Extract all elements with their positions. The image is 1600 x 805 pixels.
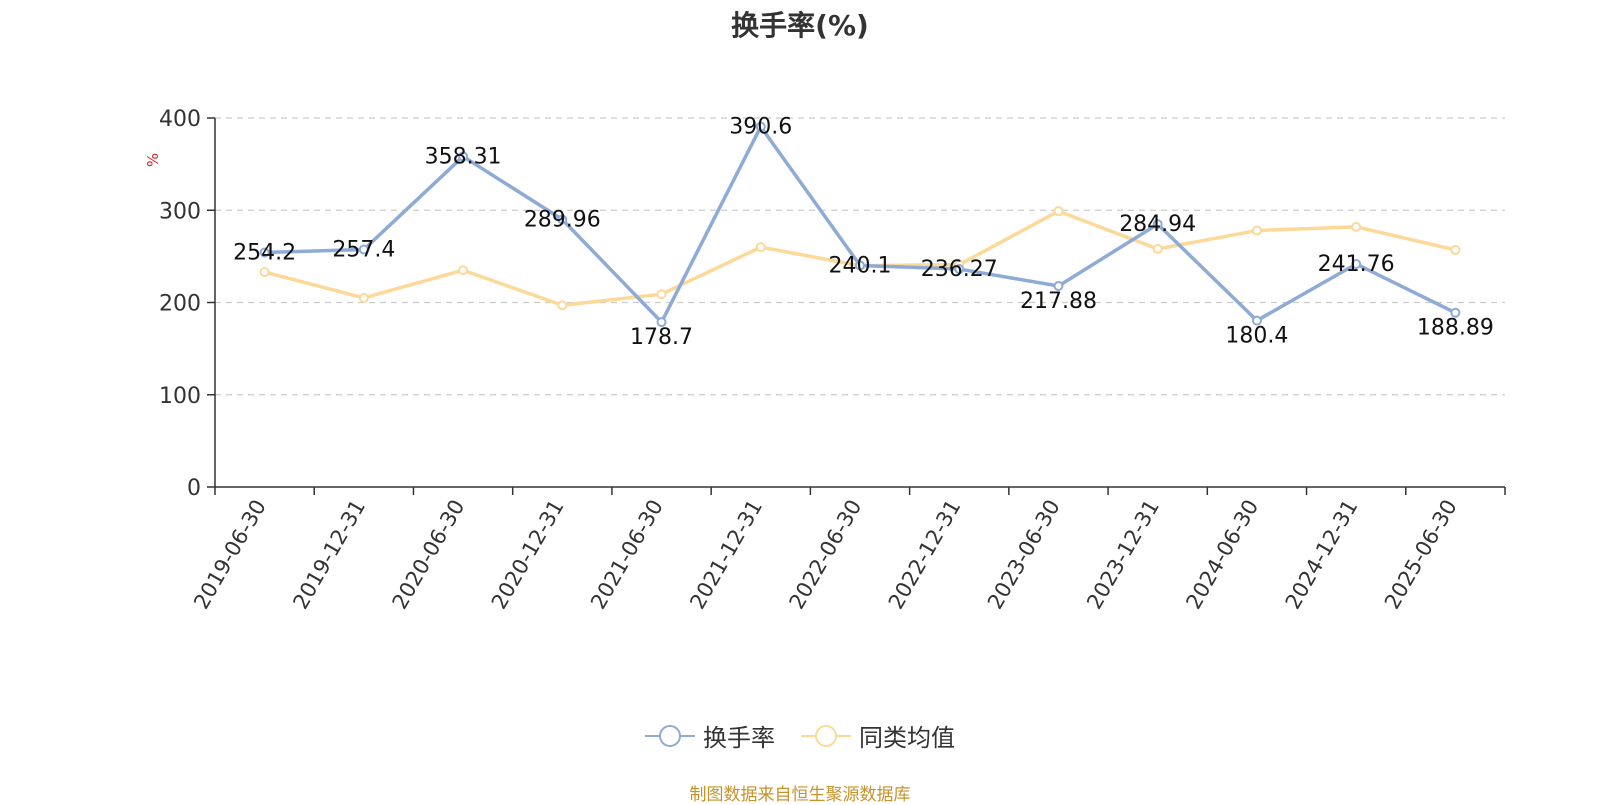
data-point[interactable] (656, 289, 667, 300)
data-label: 180.4 (1225, 324, 1288, 349)
legend: 换手率 同类均值 (0, 718, 1600, 753)
data-point[interactable] (259, 267, 270, 278)
data-point[interactable] (358, 244, 369, 255)
data-point[interactable] (755, 242, 766, 253)
data-label: 178.7 (630, 325, 693, 350)
data-label: 217.88 (1020, 289, 1097, 314)
data-point[interactable] (358, 292, 369, 303)
y-axis-label: % (144, 153, 162, 167)
data-point[interactable] (259, 247, 270, 258)
source-note: 制图数据来自恒生聚源数据库 (689, 785, 911, 805)
x-tick-label: 2024-12-31 (1281, 496, 1363, 614)
legend-label-turnover: 换手率 (703, 724, 775, 752)
data-point[interactable] (755, 121, 766, 132)
x-tick-label: 2022-12-31 (884, 495, 966, 613)
x-tick-label: 2025-06-30 (1380, 496, 1462, 614)
legend-symbol-peer-average-icon (801, 724, 851, 747)
data-point[interactable] (1251, 225, 1262, 236)
data-point[interactable] (954, 264, 965, 275)
y-tick-label: 100 (159, 384, 201, 409)
x-tick-label: 2021-06-30 (586, 496, 668, 614)
data-point[interactable] (1053, 206, 1064, 217)
data-label: 358.31 (425, 144, 502, 169)
data-point[interactable] (1450, 244, 1461, 255)
x-tick-label: 2023-12-31 (1082, 496, 1164, 614)
data-label: 236.27 (921, 257, 998, 282)
y-tick-label: 400 (159, 107, 201, 132)
legend-label-peer-average: 同类均值 (859, 724, 955, 752)
data-point[interactable] (1251, 315, 1262, 326)
x-tick-label: 2021-12-31 (685, 496, 767, 614)
data-point[interactable] (656, 317, 667, 328)
legend-symbol-turnover-icon (645, 724, 695, 747)
legend-item-turnover[interactable]: 换手率 (645, 718, 775, 753)
x-tick-label: 2019-06-30 (189, 496, 271, 614)
x-axis: 2019-06-30 2019-12-31 2020-06-30 2020-12-31… (189, 486, 1506, 614)
data-point[interactable] (1152, 243, 1163, 254)
data-point[interactable] (458, 151, 469, 162)
data-point[interactable] (855, 260, 865, 271)
data-point[interactable] (1450, 307, 1461, 318)
data-label: 241.76 (1318, 252, 1395, 277)
data-label: 390.6 (729, 115, 792, 140)
y-tick-label: 0 (187, 476, 201, 501)
data-label: 284.94 (1119, 212, 1196, 237)
x-tick-label: 2020-12-31 (487, 496, 569, 614)
data-label: 257.4 (332, 238, 395, 263)
y-tick-label: 200 (159, 292, 201, 317)
chart-title: 换手率(%) (731, 9, 869, 42)
y-tick-label: 300 (159, 199, 201, 224)
series-points (259, 121, 1461, 328)
x-tick-label: 2022-06-30 (785, 496, 867, 614)
data-point[interactable] (557, 300, 568, 311)
legend-item-peer-average[interactable]: 同类均值 (801, 718, 955, 753)
x-tick-label: 2019-12-31 (288, 496, 370, 614)
data-labels: 254.2 257.4 358.31 289.96 178.7 390.6 240.1 236… (233, 115, 1494, 350)
data-point[interactable] (458, 265, 469, 276)
x-tick-label: 2020-06-30 (388, 495, 470, 613)
data-label: 289.96 (524, 208, 601, 233)
data-point[interactable] (1053, 281, 1064, 292)
data-point[interactable] (1152, 219, 1163, 230)
x-tick-label: 2024-06-30 (1181, 496, 1263, 614)
data-label: 254.2 (233, 241, 296, 266)
y-axis: 0 100 200 300 400 (159, 107, 216, 501)
data-point[interactable] (557, 214, 568, 225)
x-tick-label: 2023-06-30 (983, 496, 1065, 614)
data-label: 240.1 (829, 254, 892, 279)
data-label: 188.89 (1417, 316, 1494, 341)
data-point[interactable] (1351, 258, 1362, 269)
grid-lines (215, 117, 1505, 396)
data-point[interactable] (1351, 221, 1362, 232)
